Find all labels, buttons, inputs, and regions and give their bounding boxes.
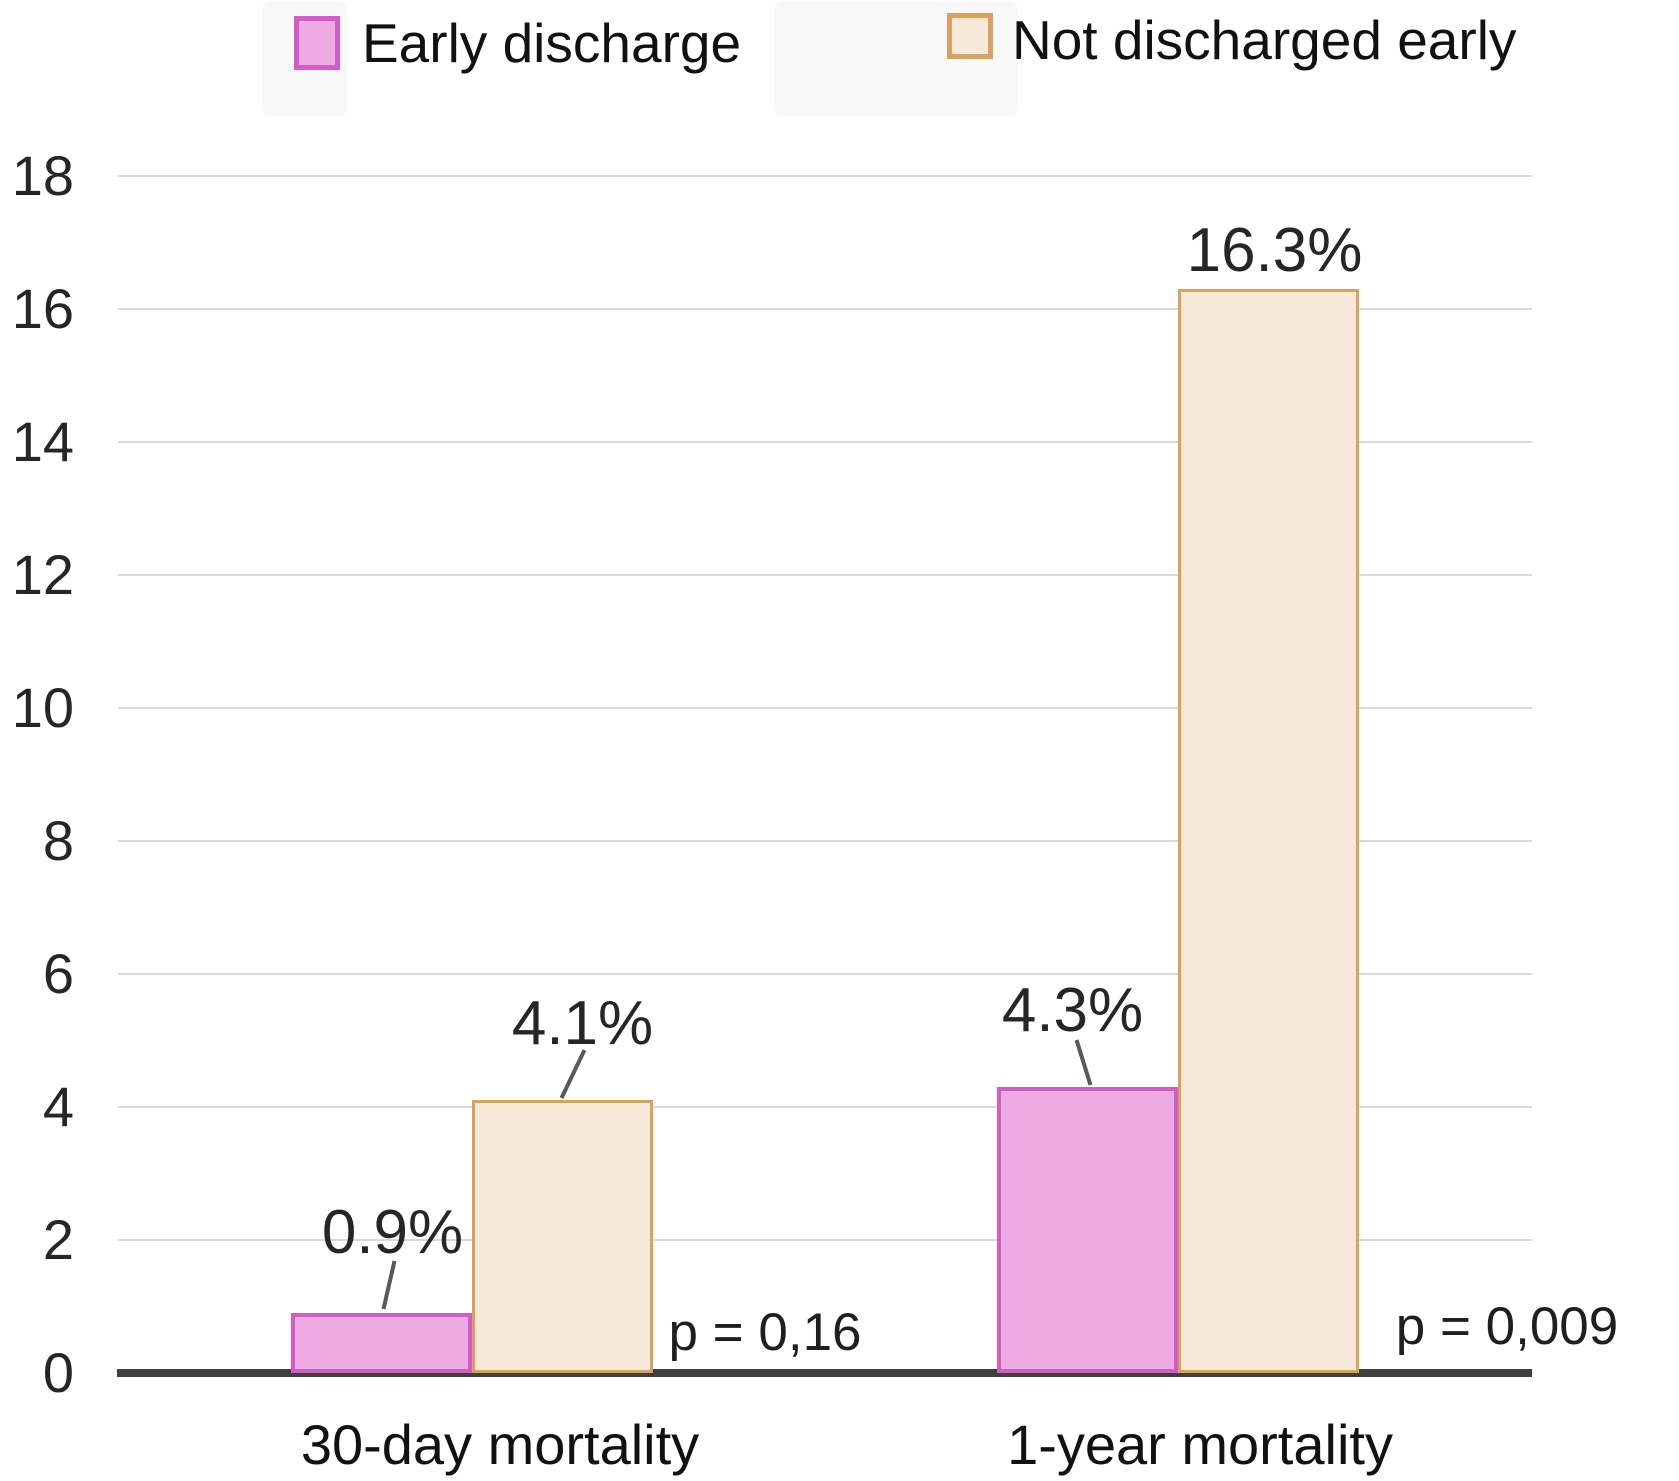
legend-swatch-early-discharge-icon — [294, 16, 340, 70]
gridline-10 — [118, 707, 1532, 709]
bar-not-discharged-early-1-year — [1178, 289, 1359, 1373]
y-tick-12: 12 — [11, 543, 74, 606]
category-label-1-year: 1-year mortality — [1007, 1413, 1393, 1476]
leader-line-0.9 — [381, 1260, 397, 1310]
gridline-8 — [118, 840, 1532, 842]
bar-not-discharged-early-30-day — [472, 1100, 653, 1373]
gridline-2 — [118, 1239, 1532, 1241]
y-tick-0: 0 — [42, 1341, 74, 1404]
value-label-16.3: 16.3% — [1186, 216, 1363, 285]
y-tick-14: 14 — [11, 410, 74, 473]
leader-line-4.3 — [1074, 1039, 1093, 1086]
gridline-4 — [118, 1106, 1532, 1108]
x-axis-line — [117, 1369, 1532, 1377]
bar-early-discharge-1-year — [997, 1087, 1178, 1373]
gridline-16 — [118, 308, 1532, 310]
y-tick-2: 2 — [42, 1208, 74, 1271]
y-tick-4: 4 — [42, 1075, 74, 1138]
p-value-30-day: p = 0,16 — [668, 1303, 862, 1362]
value-label-4.1: 4.1% — [511, 989, 654, 1058]
value-label-0.9: 0.9% — [321, 1198, 464, 1267]
p-value-1-year: p = 0,009 — [1395, 1297, 1619, 1356]
bar-early-discharge-30-day — [291, 1313, 472, 1373]
y-tick-16: 16 — [11, 277, 74, 340]
y-tick-6: 6 — [42, 942, 74, 1005]
value-label-4.3: 4.3% — [1001, 976, 1144, 1045]
gridline-18 — [118, 175, 1532, 177]
y-tick-10: 10 — [11, 676, 74, 739]
y-tick-8: 8 — [42, 809, 74, 872]
legend-label-early-discharge: Early discharge — [362, 12, 742, 74]
gridline-12 — [118, 574, 1532, 576]
legend-swatch-not-discharged-early-icon — [947, 13, 993, 59]
gridline-6 — [118, 973, 1532, 975]
category-label-30-day: 30-day mortality — [300, 1413, 700, 1476]
gridline-14 — [118, 441, 1532, 443]
legend-label-not-discharged-early: Not discharged early — [1012, 9, 1517, 71]
y-tick-18: 18 — [11, 144, 74, 207]
